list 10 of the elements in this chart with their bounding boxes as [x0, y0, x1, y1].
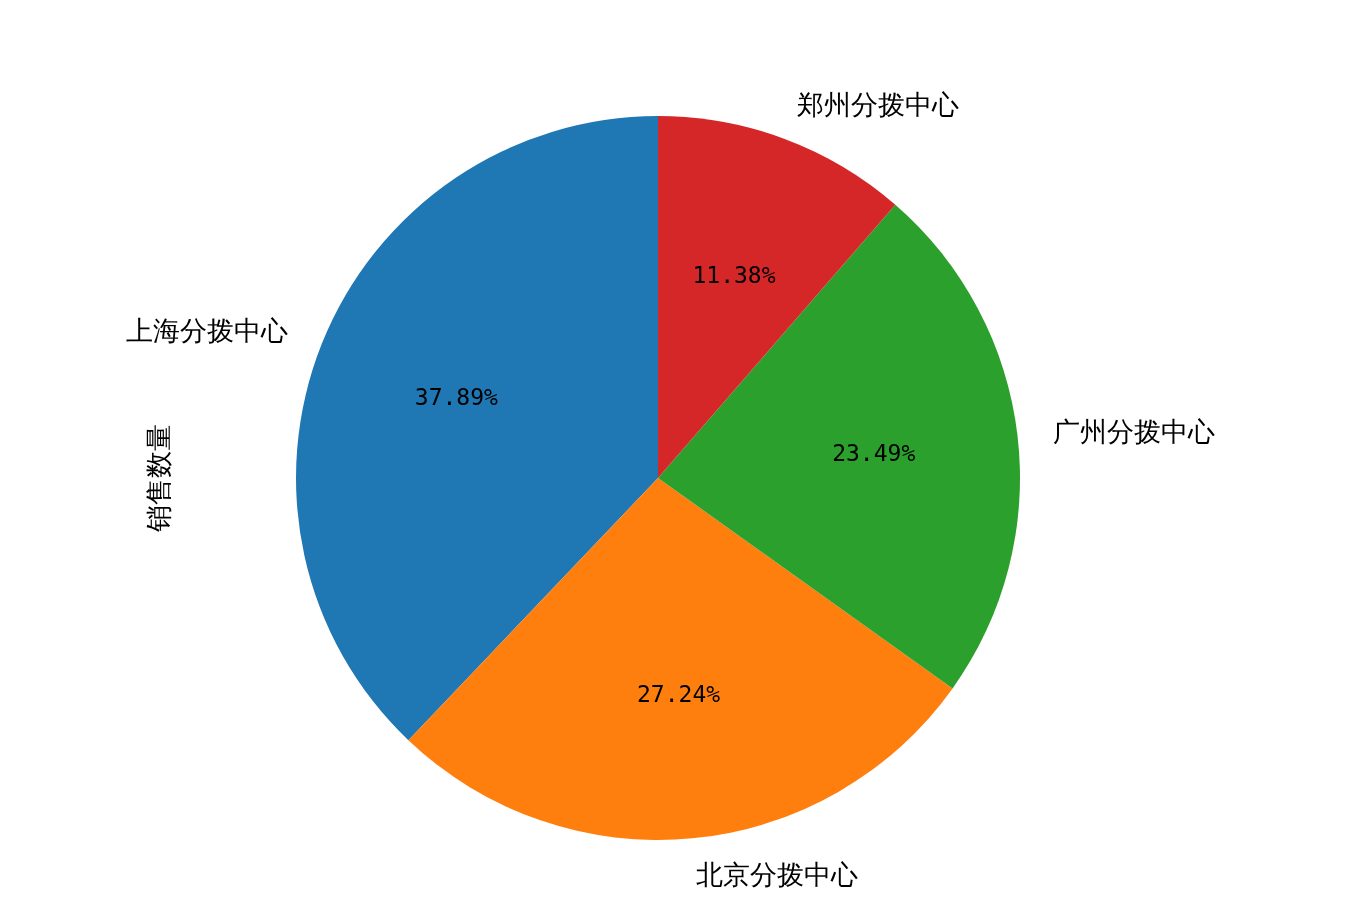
- pie-slice: [408, 478, 953, 840]
- slice-label: 上海分拨中心: [126, 314, 289, 346]
- slice-label: 郑州分拨中心: [797, 89, 960, 121]
- slice-label: 广州分拨中心: [1053, 415, 1216, 447]
- slice-label: 北京分拨中心: [695, 858, 858, 890]
- data-label: 11.38%: [692, 261, 776, 288]
- text: 销售数量: [143, 424, 174, 533]
- data-label: 37.89%: [414, 384, 499, 411]
- data-label: 23.49%: [832, 439, 916, 466]
- data-label: 27.24%: [637, 681, 721, 708]
